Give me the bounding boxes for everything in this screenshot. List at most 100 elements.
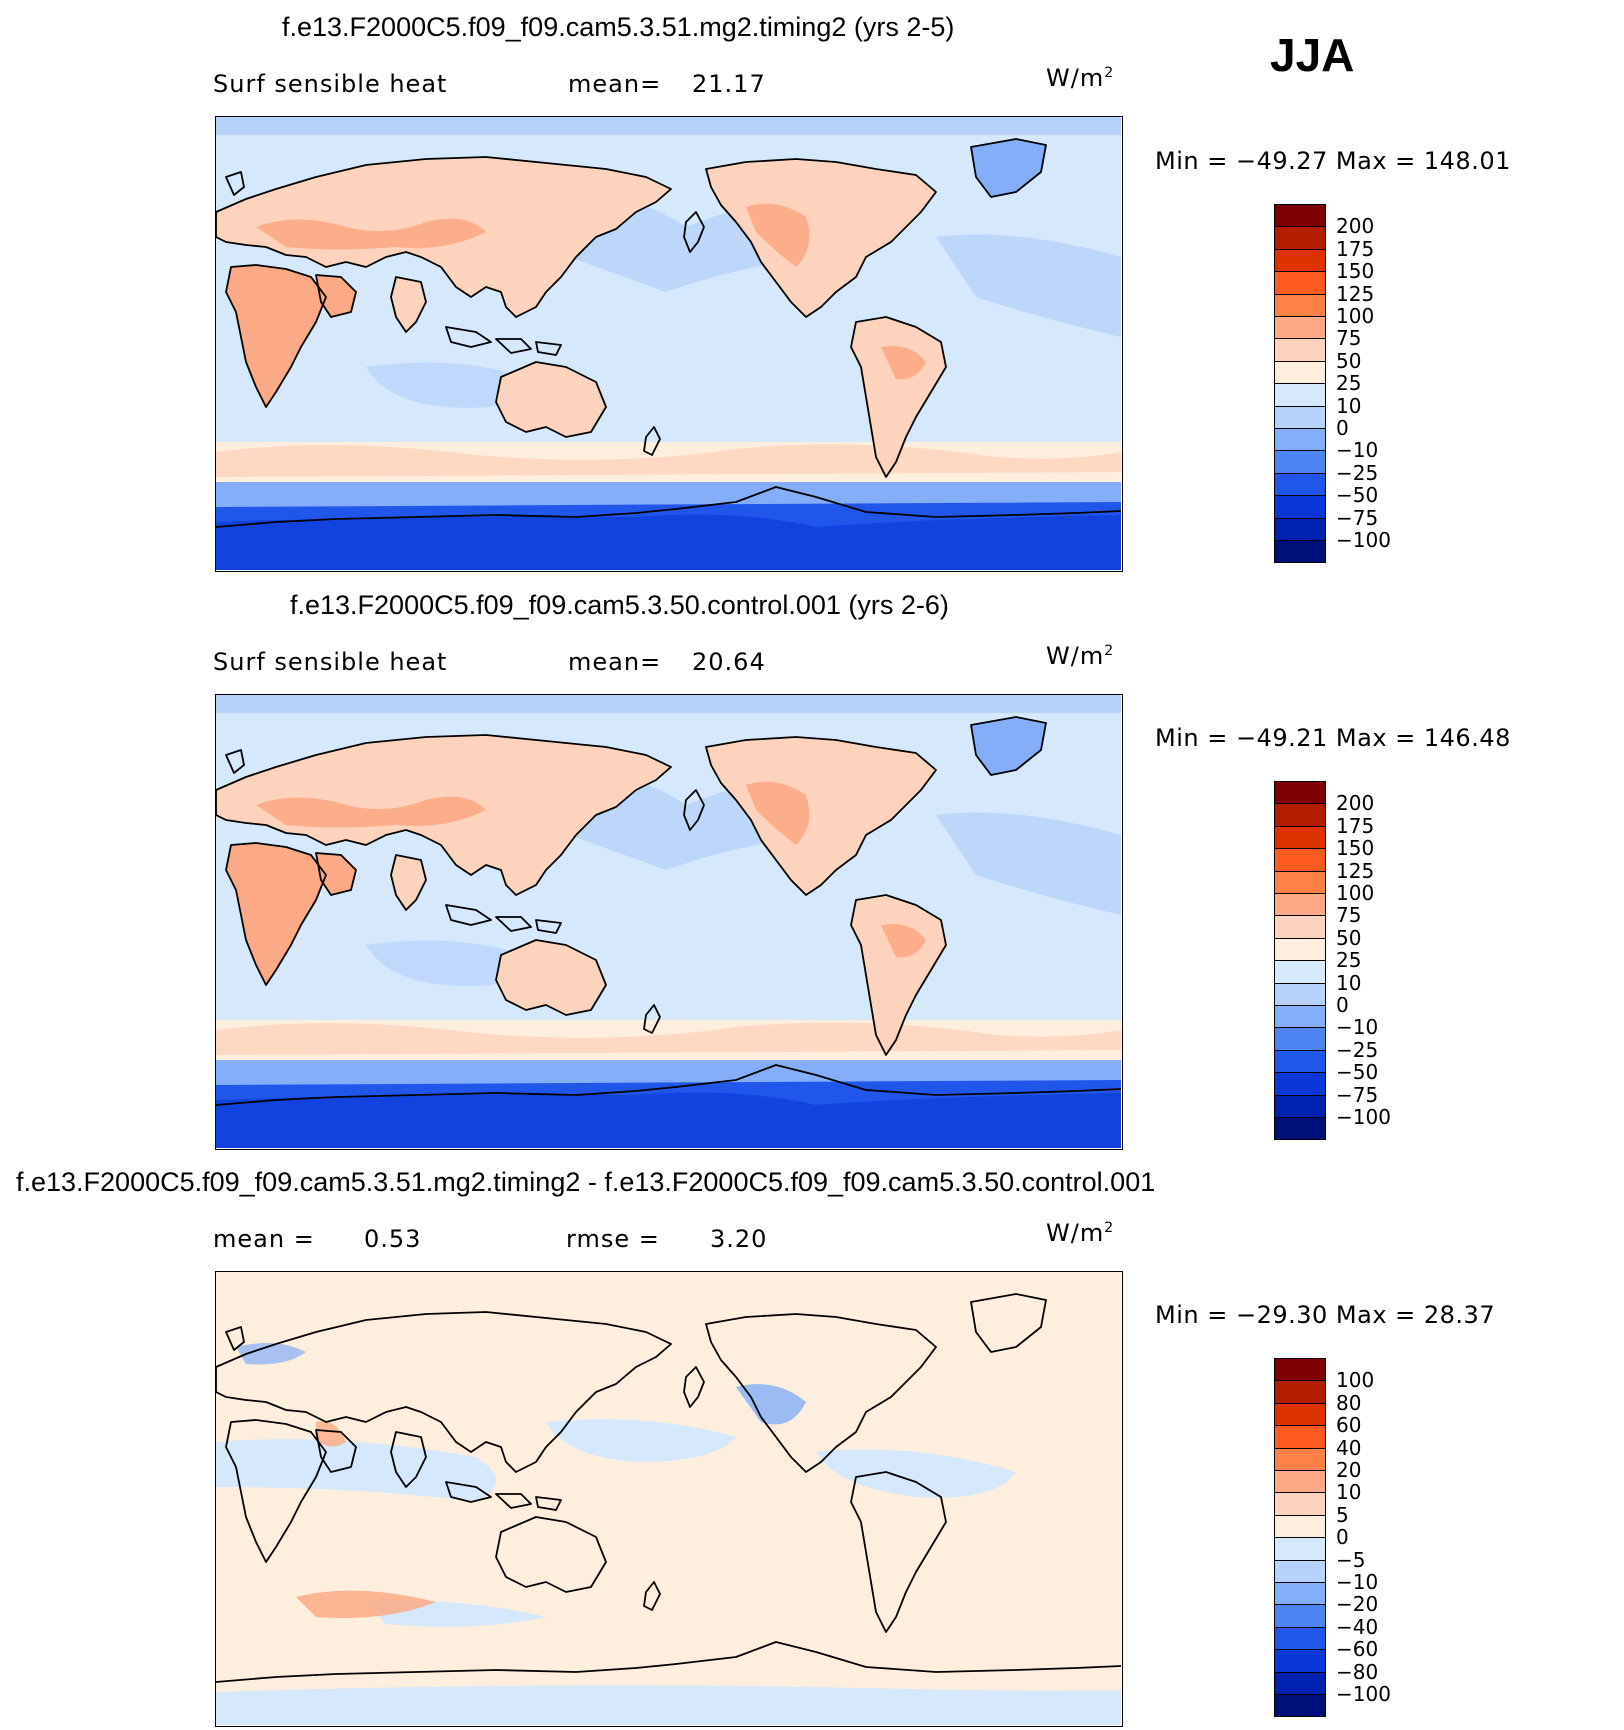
colorbar-swatch bbox=[1274, 450, 1326, 474]
panel-3-min-max: Min = −29.30 Max = 28.37 bbox=[1155, 1301, 1496, 1329]
colorbar-tick-label: 175 bbox=[1336, 813, 1375, 838]
panel-3-units: W/m2 bbox=[1046, 1219, 1115, 1247]
colorbar-swatch bbox=[1274, 893, 1326, 917]
colorbar-swatch bbox=[1274, 1380, 1326, 1404]
panel-2-title: f.e13.F2000C5.f09_f09.cam5.3.50.control.… bbox=[290, 590, 949, 620]
colorbar-swatch bbox=[1274, 338, 1326, 362]
colorbar-swatch bbox=[1274, 803, 1326, 827]
colorbar-swatch bbox=[1274, 405, 1326, 429]
colorbar-swatch bbox=[1274, 293, 1326, 317]
colorbar-tick-label: −5 bbox=[1336, 1547, 1366, 1572]
colorbar-swatch bbox=[1274, 915, 1326, 939]
colorbar-tick-label: −80 bbox=[1336, 1659, 1379, 1684]
colorbar-swatch bbox=[1274, 1425, 1326, 1449]
colorbar-swatch bbox=[1274, 1649, 1326, 1673]
colorbar-tick-label: −75 bbox=[1336, 505, 1379, 530]
colorbar-tick-label: 100 bbox=[1336, 881, 1375, 905]
colorbar-swatch bbox=[1274, 1005, 1326, 1029]
colorbar-swatch bbox=[1274, 1559, 1326, 1583]
colorbar-swatch bbox=[1274, 1027, 1326, 1051]
panel-2-mean-label: mean= bbox=[568, 648, 662, 676]
colorbar-tick-label: −100 bbox=[1336, 1682, 1391, 1706]
colorbar-swatch bbox=[1274, 360, 1326, 385]
colorbar-swatch bbox=[1274, 204, 1326, 228]
panel-1-variable-label: Surf sensible heat bbox=[213, 70, 448, 98]
colorbar-swatch bbox=[1274, 982, 1326, 1006]
colorbar-tick-label: 150 bbox=[1336, 259, 1375, 284]
colorbar-swatch bbox=[1274, 1072, 1326, 1096]
colorbar-tick-label: −100 bbox=[1336, 1105, 1391, 1129]
colorbar-swatch bbox=[1274, 1626, 1326, 1651]
colorbar-tick-label: 5 bbox=[1336, 1502, 1349, 1527]
panel-3-map bbox=[215, 1271, 1123, 1727]
colorbar-tick-label: 200 bbox=[1336, 214, 1375, 239]
colorbar-tick-label: 75 bbox=[1336, 326, 1362, 351]
colorbar-swatch bbox=[1274, 1447, 1326, 1471]
panel-1-units: W/m2 bbox=[1046, 64, 1115, 92]
colorbar-swatch bbox=[1274, 226, 1326, 250]
colorbar-tick-label: −40 bbox=[1336, 1614, 1379, 1639]
colorbar-swatch bbox=[1274, 1094, 1326, 1118]
panel-2-variable-label: Surf sensible heat bbox=[213, 648, 448, 676]
panel-2-mean-value: 20.64 bbox=[692, 648, 766, 676]
colorbar-tick-label: 25 bbox=[1336, 371, 1362, 396]
colorbar-tick-label: −50 bbox=[1336, 483, 1379, 508]
colorbar-swatch bbox=[1274, 517, 1326, 541]
colorbar-tick-label: 50 bbox=[1336, 348, 1362, 373]
colorbar-tick-label: 40 bbox=[1336, 1435, 1362, 1460]
colorbar-swatch bbox=[1274, 1117, 1326, 1141]
colorbar-swatch bbox=[1274, 1358, 1326, 1382]
colorbar-tick-label: −60 bbox=[1336, 1637, 1379, 1662]
colorbar-swatch bbox=[1274, 383, 1326, 407]
panel-3-title: f.e13.F2000C5.f09_f09.cam5.3.51.mg2.timi… bbox=[16, 1167, 1156, 1197]
colorbar-tick-label: 125 bbox=[1336, 281, 1375, 306]
colorbar-tick-label: −75 bbox=[1336, 1082, 1379, 1107]
colorbar-tick-label: 200 bbox=[1336, 791, 1375, 816]
panel-3-rmse-value: 3.20 bbox=[710, 1225, 768, 1253]
colorbar-tick-label: 10 bbox=[1336, 1480, 1362, 1505]
colorbar-tick-label: −25 bbox=[1336, 460, 1379, 485]
colorbar-swatch bbox=[1274, 248, 1326, 273]
colorbar-tick-label: 10 bbox=[1336, 393, 1362, 418]
panel-1-mean-value: 21.17 bbox=[692, 70, 766, 98]
colorbar-tick-label: 25 bbox=[1336, 948, 1362, 973]
colorbar-tick-label: 60 bbox=[1336, 1413, 1362, 1438]
colorbar-swatch bbox=[1274, 428, 1326, 452]
panel-2-min-max: Min = −49.21 Max = 146.48 bbox=[1155, 724, 1511, 752]
colorbar-swatch bbox=[1274, 870, 1326, 894]
colorbar-swatch bbox=[1274, 848, 1326, 872]
colorbar-swatch bbox=[1274, 937, 1326, 962]
panel-3-mean-label: mean = bbox=[213, 1225, 315, 1253]
panel-3-mean-value: 0.53 bbox=[364, 1225, 422, 1253]
colorbar-swatch bbox=[1274, 1537, 1326, 1561]
colorbar-swatch bbox=[1274, 1470, 1326, 1494]
panel-1-map bbox=[215, 116, 1123, 572]
colorbar-tick-label: 0 bbox=[1336, 1525, 1349, 1550]
colorbar-swatch bbox=[1274, 1694, 1326, 1718]
colorbar-tick-label: −20 bbox=[1336, 1592, 1379, 1617]
colorbar-tick-label: −50 bbox=[1336, 1060, 1379, 1085]
colorbar-tick-label: 0 bbox=[1336, 416, 1349, 440]
colorbar-tick-label: −25 bbox=[1336, 1037, 1379, 1062]
colorbar-swatch bbox=[1274, 1049, 1326, 1074]
season-label: JJA bbox=[1270, 29, 1355, 81]
colorbar-tick-label: 20 bbox=[1336, 1458, 1362, 1482]
colorbar-swatch bbox=[1274, 495, 1326, 519]
panel-3-rmse-label: rmse = bbox=[566, 1225, 660, 1253]
colorbar-tick-label: 100 bbox=[1336, 1368, 1375, 1393]
colorbar-swatch bbox=[1274, 960, 1326, 984]
colorbar-swatch bbox=[1274, 1514, 1326, 1539]
colorbar-tick-label: 75 bbox=[1336, 903, 1362, 928]
colorbar-tick-label: 10 bbox=[1336, 970, 1362, 995]
colorbar-swatch bbox=[1274, 1582, 1326, 1606]
panel-2-units: W/m2 bbox=[1046, 642, 1115, 670]
colorbar-swatch bbox=[1274, 316, 1326, 340]
colorbar-tick-label: 150 bbox=[1336, 836, 1375, 861]
panel-2-map bbox=[215, 694, 1123, 1150]
panel-1-min-max: Min = −49.27 Max = 148.01 bbox=[1155, 147, 1511, 175]
colorbar-swatch bbox=[1274, 472, 1326, 497]
colorbar-swatch bbox=[1274, 271, 1326, 295]
colorbar-tick-label: −100 bbox=[1336, 528, 1391, 552]
colorbar-tick-label: 0 bbox=[1336, 993, 1349, 1017]
colorbar-swatch bbox=[1274, 1492, 1326, 1516]
